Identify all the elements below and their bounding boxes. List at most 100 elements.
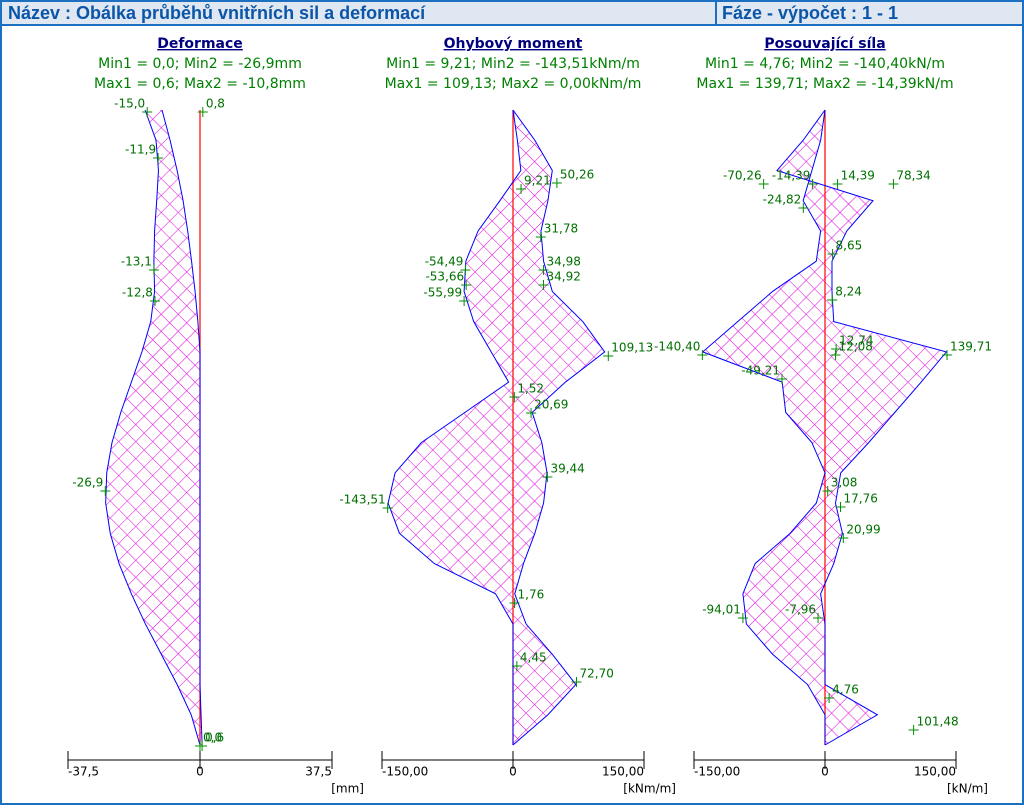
x-tick-label: -150,00 (382, 765, 428, 779)
annotation-label: 101,48 (917, 715, 959, 729)
envelope-line (701, 109, 826, 745)
x-tick-label: 37,5 (305, 765, 332, 779)
annotation-label: -14,39 (772, 169, 811, 183)
unit-label: [kNm/m] (623, 782, 676, 796)
annotation-marker (197, 741, 208, 751)
annotation-marker (551, 178, 562, 188)
annotation-label: 72,70 (579, 667, 613, 681)
annotation-label: 14,39 (841, 169, 875, 183)
unit-label: [mm] (331, 782, 364, 796)
annotation-marker (908, 725, 919, 735)
annotation-label: 9,21 (524, 174, 551, 188)
annotation-marker (142, 107, 153, 117)
panel-subtitle: Min1 = 9,21; Min2 = -143,51kNm/m (386, 56, 640, 72)
annotation-label: -140,40 (654, 340, 700, 354)
x-tick-label: 0 (509, 765, 517, 779)
panel-title: Deformace (157, 36, 243, 52)
panel-title: Posouvající síla (764, 36, 885, 52)
annotation-label: 12,08 (839, 340, 873, 354)
annotation-marker (697, 350, 708, 360)
annotation-marker (758, 179, 769, 189)
annotation-label: -54,49 (425, 255, 464, 269)
annotation-label: 8,24 (835, 285, 862, 299)
annotation-label: 20,99 (846, 523, 880, 537)
annotation-marker (603, 351, 614, 361)
annotation-marker (149, 296, 160, 306)
panel-subtitle: Min1 = 4,76; Min2 = -140,40kN/m (705, 56, 945, 72)
annotation-label: -55,99 (423, 286, 462, 300)
annotation-marker (382, 503, 393, 513)
panel-subtitle: Max1 = 0,6; Max2 = -10,8mm (94, 76, 306, 92)
annotation-marker (888, 179, 899, 189)
annotation-label: 34,92 (546, 270, 580, 284)
envelope-line (105, 109, 201, 746)
annotation-marker (824, 693, 835, 703)
unit-label: [kN/m] (947, 782, 988, 796)
annotation-marker (509, 598, 520, 608)
annotation-label: -94,01 (702, 603, 741, 617)
annotation-label: 1,76 (518, 588, 545, 602)
annotation-marker (538, 280, 549, 290)
x-tick-label: 0 (821, 765, 829, 779)
annotation-marker (942, 350, 953, 360)
panel-title: Ohybový moment (444, 36, 583, 52)
annotation-marker (526, 408, 537, 418)
annotation-label: -12,8 (122, 286, 153, 300)
header-title: Název : Obálka průběhů vnitřních sil a d… (8, 3, 426, 23)
annotation-label: -11,9 (125, 143, 156, 157)
annotation-marker (838, 533, 849, 543)
annotation-marker (827, 295, 838, 305)
annotation-marker (835, 502, 846, 512)
annotation-marker (737, 613, 748, 623)
annotation-label: -49,21 (741, 364, 780, 378)
panel-subtitle: Max1 = 139,71; Max2 = -14,39kN/m (696, 76, 953, 92)
annotation-marker (807, 179, 818, 189)
envelope-area (388, 110, 605, 745)
annotation-marker (538, 265, 549, 275)
x-tick-label: 150,00 (602, 765, 644, 779)
annotation-label: -143,51 (339, 493, 385, 507)
annotation-label: -26,9 (72, 476, 103, 490)
envelope-area (105, 110, 203, 745)
annotation-marker (542, 472, 553, 482)
annotation-label: 78,34 (896, 169, 930, 183)
annotation-label: 0,0 (203, 731, 222, 745)
annotation-label: -7,96 (785, 603, 816, 617)
annotation-label: 4,45 (520, 651, 547, 665)
annotation-label: 50,26 (560, 168, 594, 182)
annotation-marker (516, 184, 527, 194)
annotation-label: 4,76 (832, 683, 859, 697)
envelope-line (387, 109, 522, 745)
annotation-marker (197, 107, 208, 117)
annotation-label: 31,78 (544, 222, 578, 236)
envelope-line (161, 109, 203, 746)
annotation-label: 1,52 (517, 382, 544, 396)
annotation-label: -53,66 (425, 270, 464, 284)
annotation-label: 109,13 (611, 341, 653, 355)
annotation-marker (777, 374, 788, 384)
annotation-marker (832, 179, 843, 189)
annotation-marker (571, 677, 582, 687)
annotation-label: 139,71 (950, 340, 992, 354)
envelope-line (776, 109, 948, 746)
annotation-label: 39,44 (550, 462, 584, 476)
annotation-label: -24,82 (763, 193, 802, 207)
annotation-label: 0,8 (206, 97, 225, 111)
annotation-label: 20,69 (534, 398, 568, 412)
annotation-marker (148, 265, 159, 275)
annotation-label: 17,76 (844, 492, 878, 506)
annotation-label: -13,1 (121, 255, 152, 269)
annotation-marker (460, 265, 471, 275)
annotation-marker (813, 613, 824, 623)
annotation-marker (831, 344, 842, 354)
annotation-marker (461, 280, 472, 290)
header-phase: Fáze - výpočet : 1 - 1 (722, 3, 898, 23)
annotation-label: -70,26 (723, 169, 762, 183)
annotation-marker (100, 486, 111, 496)
annotation-marker (153, 153, 164, 163)
annotation-marker (511, 661, 522, 671)
annotation-label: 12,74 (839, 334, 873, 348)
